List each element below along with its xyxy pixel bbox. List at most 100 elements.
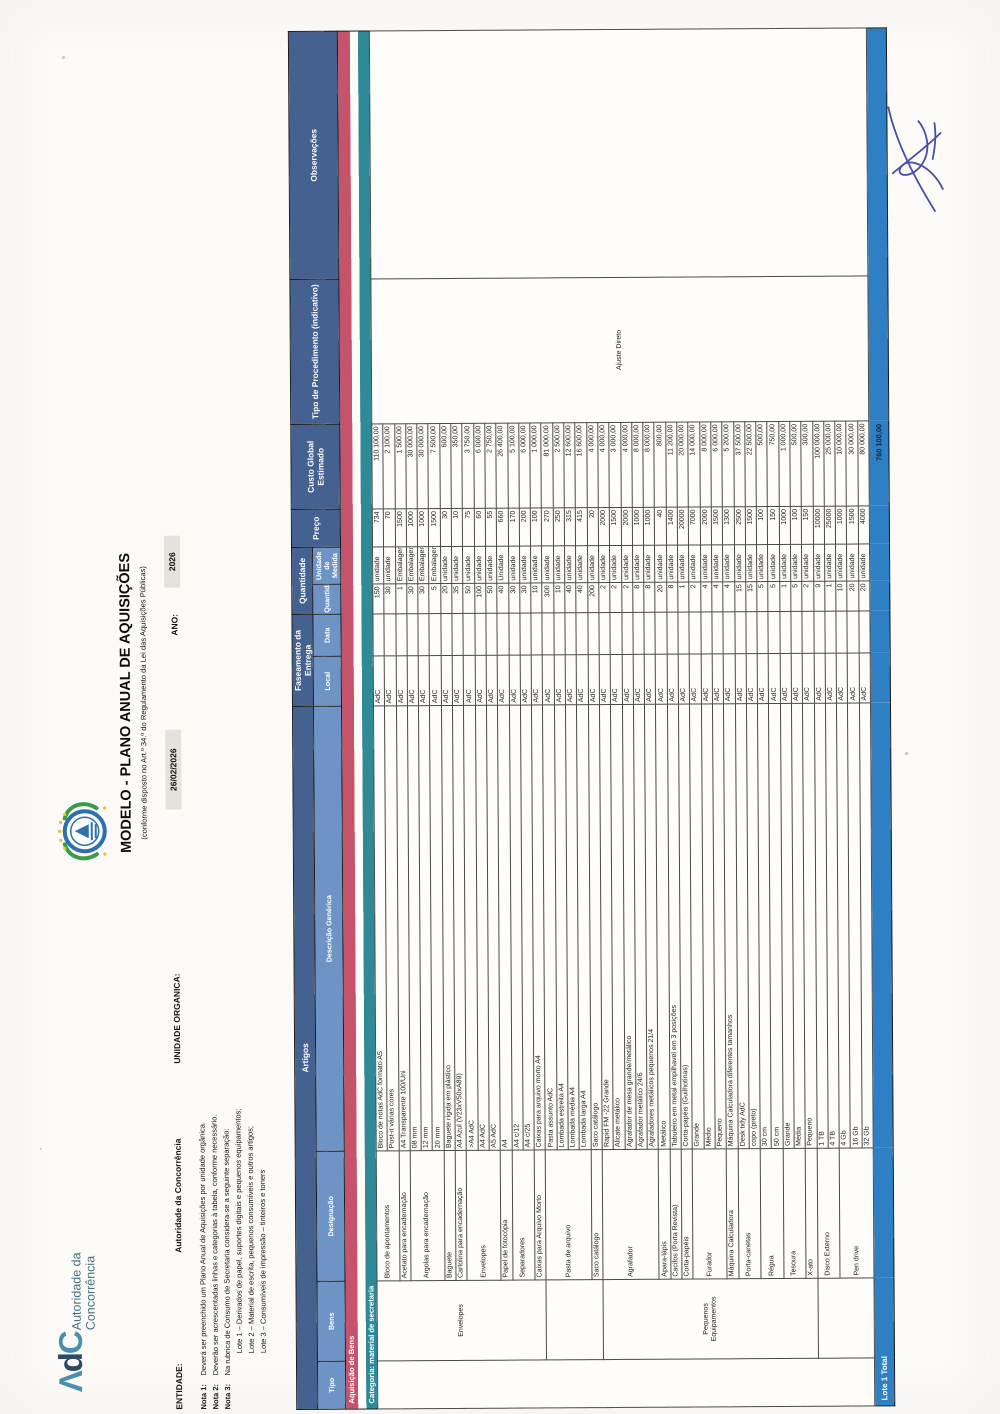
cell-quantidade: 10 bbox=[835, 581, 848, 612]
cell-quantidade: 20 bbox=[847, 580, 859, 612]
cell-data bbox=[474, 613, 487, 656]
cell-local: AdC bbox=[497, 655, 510, 706]
cell-custo: 300,00 bbox=[801, 421, 813, 507]
cell-preco: 1000 bbox=[835, 506, 847, 545]
cell-data bbox=[644, 612, 656, 655]
column-header: Tipo de Procedimento (indicativo) bbox=[289, 279, 340, 425]
cell-preco: 100 bbox=[790, 506, 802, 545]
cell-custo: 4 000,00 bbox=[586, 422, 599, 508]
cell-custo: 5 100,00 bbox=[507, 423, 520, 509]
cell-quantidade: 2 bbox=[802, 581, 814, 612]
cell-data bbox=[621, 612, 634, 655]
cell-unidade: unidade bbox=[858, 543, 870, 581]
cell-local: AdC bbox=[644, 654, 656, 705]
cell-local: AdC bbox=[384, 655, 397, 706]
cell-unidade: unidade bbox=[383, 546, 396, 584]
cell-data bbox=[711, 611, 724, 654]
cell-preco: 1000 bbox=[632, 507, 644, 546]
cell-preco: 1500 bbox=[428, 508, 441, 547]
entidade-value: Autoridade da Concorrência bbox=[172, 1138, 184, 1253]
document-title: MODELO - PLANO ANUAL DE AQUISIÇÕES bbox=[117, 552, 135, 854]
logo-letter: d bbox=[51, 1354, 90, 1373]
cell-unidade: unidade bbox=[485, 546, 498, 584]
cell-local: AdC bbox=[508, 655, 521, 706]
cell-custo: 5 200,00 bbox=[721, 421, 734, 507]
cell-data bbox=[655, 612, 667, 655]
cell-preco: 55 bbox=[485, 508, 497, 547]
cell-data bbox=[824, 611, 837, 654]
cell-quantidade: 1 bbox=[395, 583, 407, 614]
data-field: 26/02/2026 bbox=[165, 729, 182, 810]
adc-logo: ΛdC Autoridade da Concorrência bbox=[51, 1172, 126, 1393]
cell-preco: 1000 bbox=[406, 508, 418, 547]
cell-custo: 100 000,00 bbox=[812, 421, 825, 507]
total-fill bbox=[869, 543, 890, 581]
logo-word-line: Concorrência bbox=[83, 1255, 98, 1331]
cell-data bbox=[790, 611, 803, 654]
cell-data bbox=[757, 611, 769, 654]
cell-local: AdC bbox=[757, 653, 769, 704]
cell-unidade: unidade bbox=[598, 545, 610, 583]
logo-word-line: Autoridade da bbox=[69, 1252, 84, 1331]
document-subtitle: (conforme disposto no Art.º 34.º do Regu… bbox=[138, 566, 149, 840]
cell-local: AdC bbox=[858, 652, 871, 703]
cell-quantidade: 2 bbox=[609, 582, 622, 613]
cell-data bbox=[610, 612, 622, 655]
cell-preco: 20000 bbox=[677, 507, 689, 546]
cell-unidade: unidade bbox=[801, 544, 814, 582]
cell-custo: 22 500,00 bbox=[744, 421, 757, 507]
cell-unidade: unidade bbox=[575, 545, 588, 583]
cell-preco: 2000 bbox=[699, 506, 712, 545]
bens-group-cell bbox=[546, 1279, 604, 1360]
cell-unidade: unidade bbox=[621, 545, 633, 583]
cell-custo: 80 000,00 bbox=[857, 420, 870, 506]
cell-data bbox=[531, 612, 543, 656]
cell-preco: 270 bbox=[541, 507, 554, 546]
cell-custo: 4 000,00 bbox=[620, 422, 633, 508]
cell-data bbox=[429, 613, 441, 656]
total-fill bbox=[873, 1147, 895, 1278]
cell-local: AdC bbox=[734, 653, 747, 704]
designacao-group-cell: Envelopes bbox=[466, 1150, 502, 1281]
designacao-group-cell: Agrafador bbox=[602, 1149, 660, 1280]
bens-group-cell: Envelopes bbox=[377, 1279, 547, 1361]
cell-data bbox=[734, 611, 746, 654]
cell-local: AdC bbox=[407, 655, 419, 706]
cell-unidade: unidade bbox=[677, 545, 690, 583]
notes-block: Nota 1: Deverá ser preenchido um Plano An… bbox=[196, 1108, 270, 1410]
cell-quantidade: 9 bbox=[813, 581, 825, 612]
cell-custo: 30 000,00 bbox=[405, 423, 418, 509]
column-header: Custo Global Estimado bbox=[290, 424, 341, 510]
designacao-group-cell: Caixas para Arquivo Morto bbox=[534, 1149, 547, 1280]
column-header: Preço bbox=[291, 509, 341, 548]
bens-group-cell: Pequenos Equipamentos bbox=[602, 1278, 819, 1360]
cell-quantidade: 5 bbox=[429, 583, 441, 614]
cell-quantidade: 10 bbox=[530, 582, 543, 613]
cell-quantidade: 2 bbox=[598, 582, 611, 613]
cell-data bbox=[802, 611, 814, 654]
cell-custo: 800,00 bbox=[654, 422, 667, 508]
cell-custo: 14 000,00 bbox=[688, 421, 700, 508]
logo-letter: Λ bbox=[52, 1372, 90, 1393]
cell-quantidade: 10 bbox=[553, 582, 565, 613]
cell-local: AdC bbox=[395, 655, 408, 706]
total-fill bbox=[870, 702, 894, 1148]
cell-data bbox=[666, 612, 679, 655]
cell-local: AdC bbox=[576, 654, 589, 705]
designacao-group-cell: Porta-canetas bbox=[737, 1148, 762, 1279]
cell-preco: 20 bbox=[586, 507, 599, 546]
cell-data bbox=[768, 611, 780, 654]
cell-custo: 4 000,00 bbox=[597, 422, 610, 508]
cell-quantidade: 300 bbox=[542, 582, 554, 613]
designacao-group-cell: Régua bbox=[760, 1148, 784, 1279]
cell-data bbox=[813, 611, 826, 654]
cell-quantidade: 2 bbox=[689, 581, 701, 613]
cell-preco: 2000 bbox=[620, 507, 633, 546]
cell-unidade: unidade bbox=[587, 545, 599, 583]
cell-data bbox=[485, 613, 498, 656]
cell-data bbox=[836, 611, 848, 654]
cell-custo: 110 100,00 bbox=[371, 423, 384, 509]
